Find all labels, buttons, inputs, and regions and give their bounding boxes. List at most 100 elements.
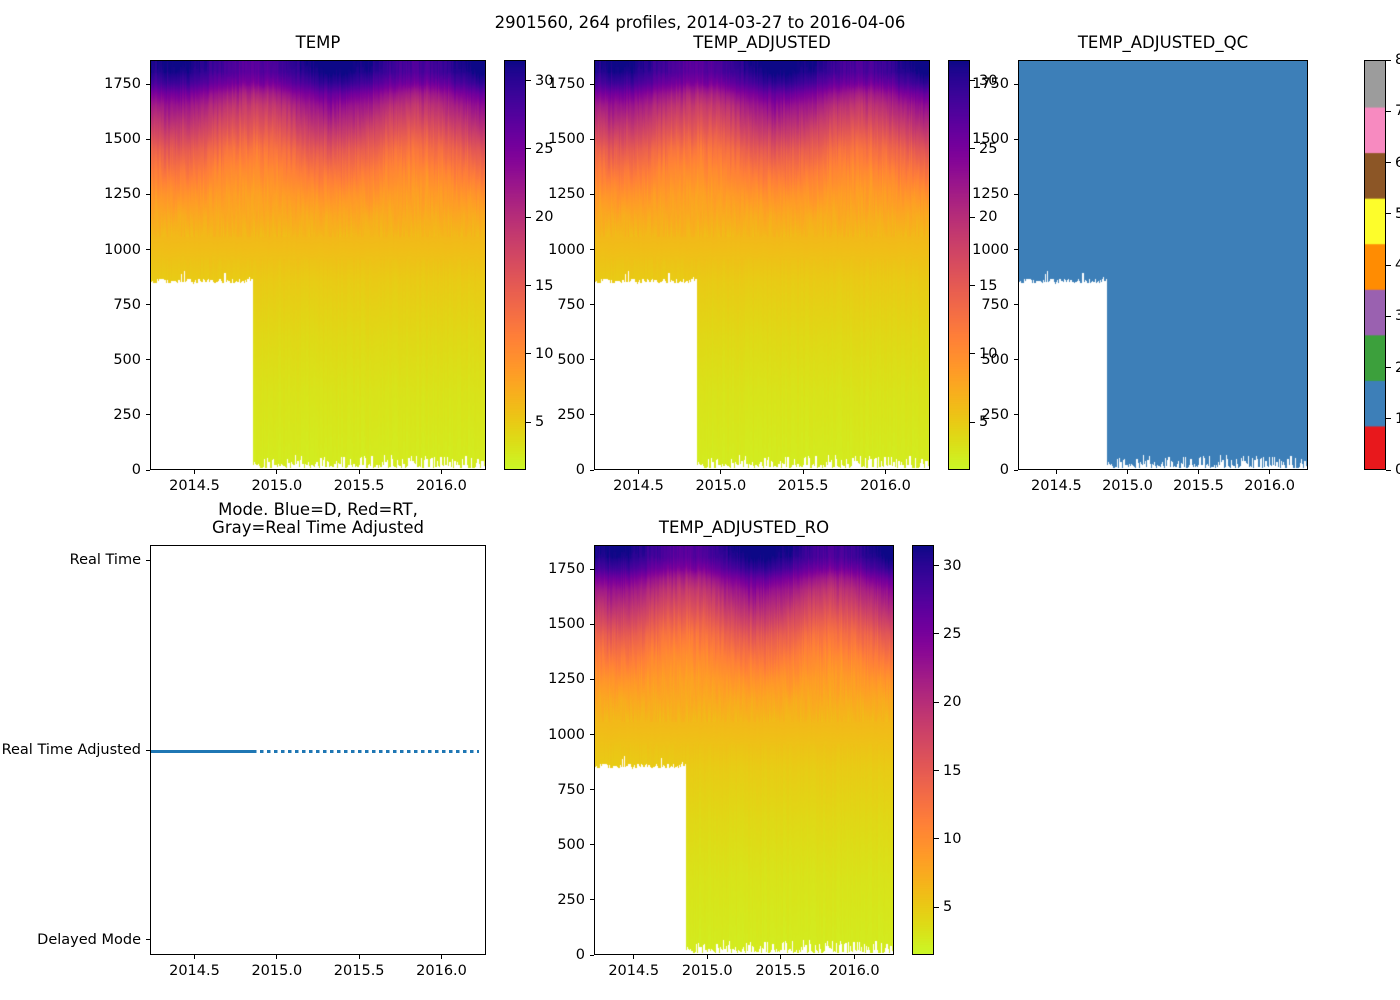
x-tick-label: 2014.5 <box>608 963 660 979</box>
colorbar-tick-label: 10 <box>943 830 962 847</box>
x-tick <box>780 955 782 959</box>
panel-title-mode: Mode. Blue=D, Red=RT, Gray=Real Time Adju… <box>150 500 486 538</box>
y-tick <box>1014 469 1018 471</box>
x-tick-label: 2016.0 <box>1244 478 1295 494</box>
y-tick-label: 1750 <box>548 76 585 93</box>
colorbar-tick <box>526 421 531 423</box>
y-tick-label: 1000 <box>548 241 585 258</box>
x-tick-label: 2015.0 <box>695 478 747 494</box>
x-tick <box>885 470 887 474</box>
x-tick <box>633 955 635 959</box>
colorbar-temp_adjusted_qc <box>1364 60 1386 470</box>
y-tick <box>590 138 594 140</box>
colorbar-tick-label: 2 <box>1395 359 1400 376</box>
y-tick <box>146 939 150 941</box>
colorbar-tick-label: 0 <box>1395 462 1400 478</box>
y-tick <box>146 559 150 561</box>
y-tick-label: 1000 <box>972 241 1009 258</box>
x-tick-label: 2015.5 <box>755 963 807 979</box>
y-tick-label: 250 <box>557 891 585 908</box>
x-tick <box>276 470 278 474</box>
colorbar-tick <box>1386 418 1391 420</box>
x-tick <box>193 470 196 474</box>
colorbar-tick-label: 15 <box>979 277 998 294</box>
x-tick-label: 2015.5 <box>333 478 385 494</box>
y-tick-label: Real Time <box>69 552 141 569</box>
colorbar-tick <box>1386 110 1391 112</box>
panel-title-temp_adjusted: TEMP_ADJUSTED <box>693 33 831 52</box>
colorbar-tick <box>526 216 531 218</box>
y-tick-label: 1000 <box>548 726 585 743</box>
colorbar-tick <box>970 80 975 82</box>
mode-line-solid <box>151 749 254 753</box>
y-tick <box>1014 414 1018 416</box>
axes-temp_adjusted_ro <box>594 545 894 955</box>
colorbar-tick-label: 5 <box>979 414 989 431</box>
colorbar-canvas <box>949 61 969 469</box>
colorbar-tick-label: 1 <box>1395 410 1400 427</box>
y-tick <box>1014 83 1018 85</box>
colorbar-tick <box>1386 315 1391 317</box>
y-tick-label: 500 <box>557 351 585 368</box>
colorbar-tick <box>1386 59 1391 61</box>
y-tick <box>590 844 594 846</box>
colorbar-tick <box>1386 469 1391 471</box>
y-tick-label: 750 <box>557 781 585 798</box>
axes-temp_adjusted <box>594 60 930 470</box>
y-tick <box>1014 359 1018 361</box>
x-tick <box>1269 470 1271 474</box>
x-tick-label: 2016.0 <box>416 478 467 494</box>
y-tick <box>590 469 594 471</box>
colorbar-tick-label: 5 <box>1395 205 1400 222</box>
colorbar-tick-label: 25 <box>943 625 962 642</box>
y-tick <box>146 749 150 751</box>
y-tick <box>590 304 594 306</box>
figure-suptitle: 2901560, 264 profiles, 2014-03-27 to 201… <box>494 13 906 32</box>
y-tick-label: Real Time Adjusted <box>1 742 141 758</box>
colorbar-tick-label: 5 <box>535 414 545 431</box>
y-tick <box>590 568 594 570</box>
colorbar-tick-label: 25 <box>535 140 554 157</box>
panel-title-line: Mode. Blue=D, Red=RT, <box>218 500 418 519</box>
y-tick <box>1014 249 1018 251</box>
colorbar-tick-label: 3 <box>1395 308 1400 325</box>
colorbar-tick <box>526 285 531 287</box>
y-tick-label: 250 <box>981 406 1009 423</box>
x-tick-label: 2016.0 <box>828 963 880 979</box>
x-tick <box>1198 470 1200 474</box>
colorbar-tick-label: 20 <box>535 209 554 226</box>
y-tick-label: 500 <box>981 351 1009 368</box>
y-tick <box>146 193 150 196</box>
colorbar-tick <box>526 148 531 150</box>
x-tick-label: 2014.5 <box>169 478 220 494</box>
x-tick <box>441 470 443 474</box>
panel-title-temp: TEMP <box>295 33 341 52</box>
x-tick-label: 2016.0 <box>416 963 467 979</box>
colorbar-tick <box>934 906 939 908</box>
y-tick <box>1014 138 1018 140</box>
x-tick <box>276 955 278 959</box>
y-tick <box>146 469 150 471</box>
y-tick-label: 1500 <box>548 616 585 633</box>
colorbar-tick-label: 6 <box>1395 154 1400 171</box>
mode-line-dotted <box>253 749 479 753</box>
y-tick <box>590 954 594 956</box>
y-tick <box>1014 193 1018 196</box>
y-tick-label: 750 <box>557 296 585 313</box>
x-tick-label: 2015.5 <box>777 478 829 494</box>
colorbar-canvas <box>913 546 933 954</box>
colorbar-tick <box>970 216 975 218</box>
y-tick-label: 1500 <box>972 131 1009 148</box>
colorbar-tick-label: 4 <box>1395 257 1400 273</box>
y-tick-label: 1250 <box>972 186 1009 203</box>
x-tick-label: 2014.5 <box>169 963 220 979</box>
colorbar-temp <box>504 60 526 470</box>
axes-mode <box>150 545 486 955</box>
x-tick <box>441 955 443 959</box>
colorbar-temp_adjusted_ro <box>912 545 934 955</box>
y-tick <box>590 678 594 681</box>
colorbar-tick-label: 20 <box>943 694 962 711</box>
y-tick-label: 1750 <box>548 561 585 578</box>
y-tick-label: 1500 <box>104 131 141 148</box>
